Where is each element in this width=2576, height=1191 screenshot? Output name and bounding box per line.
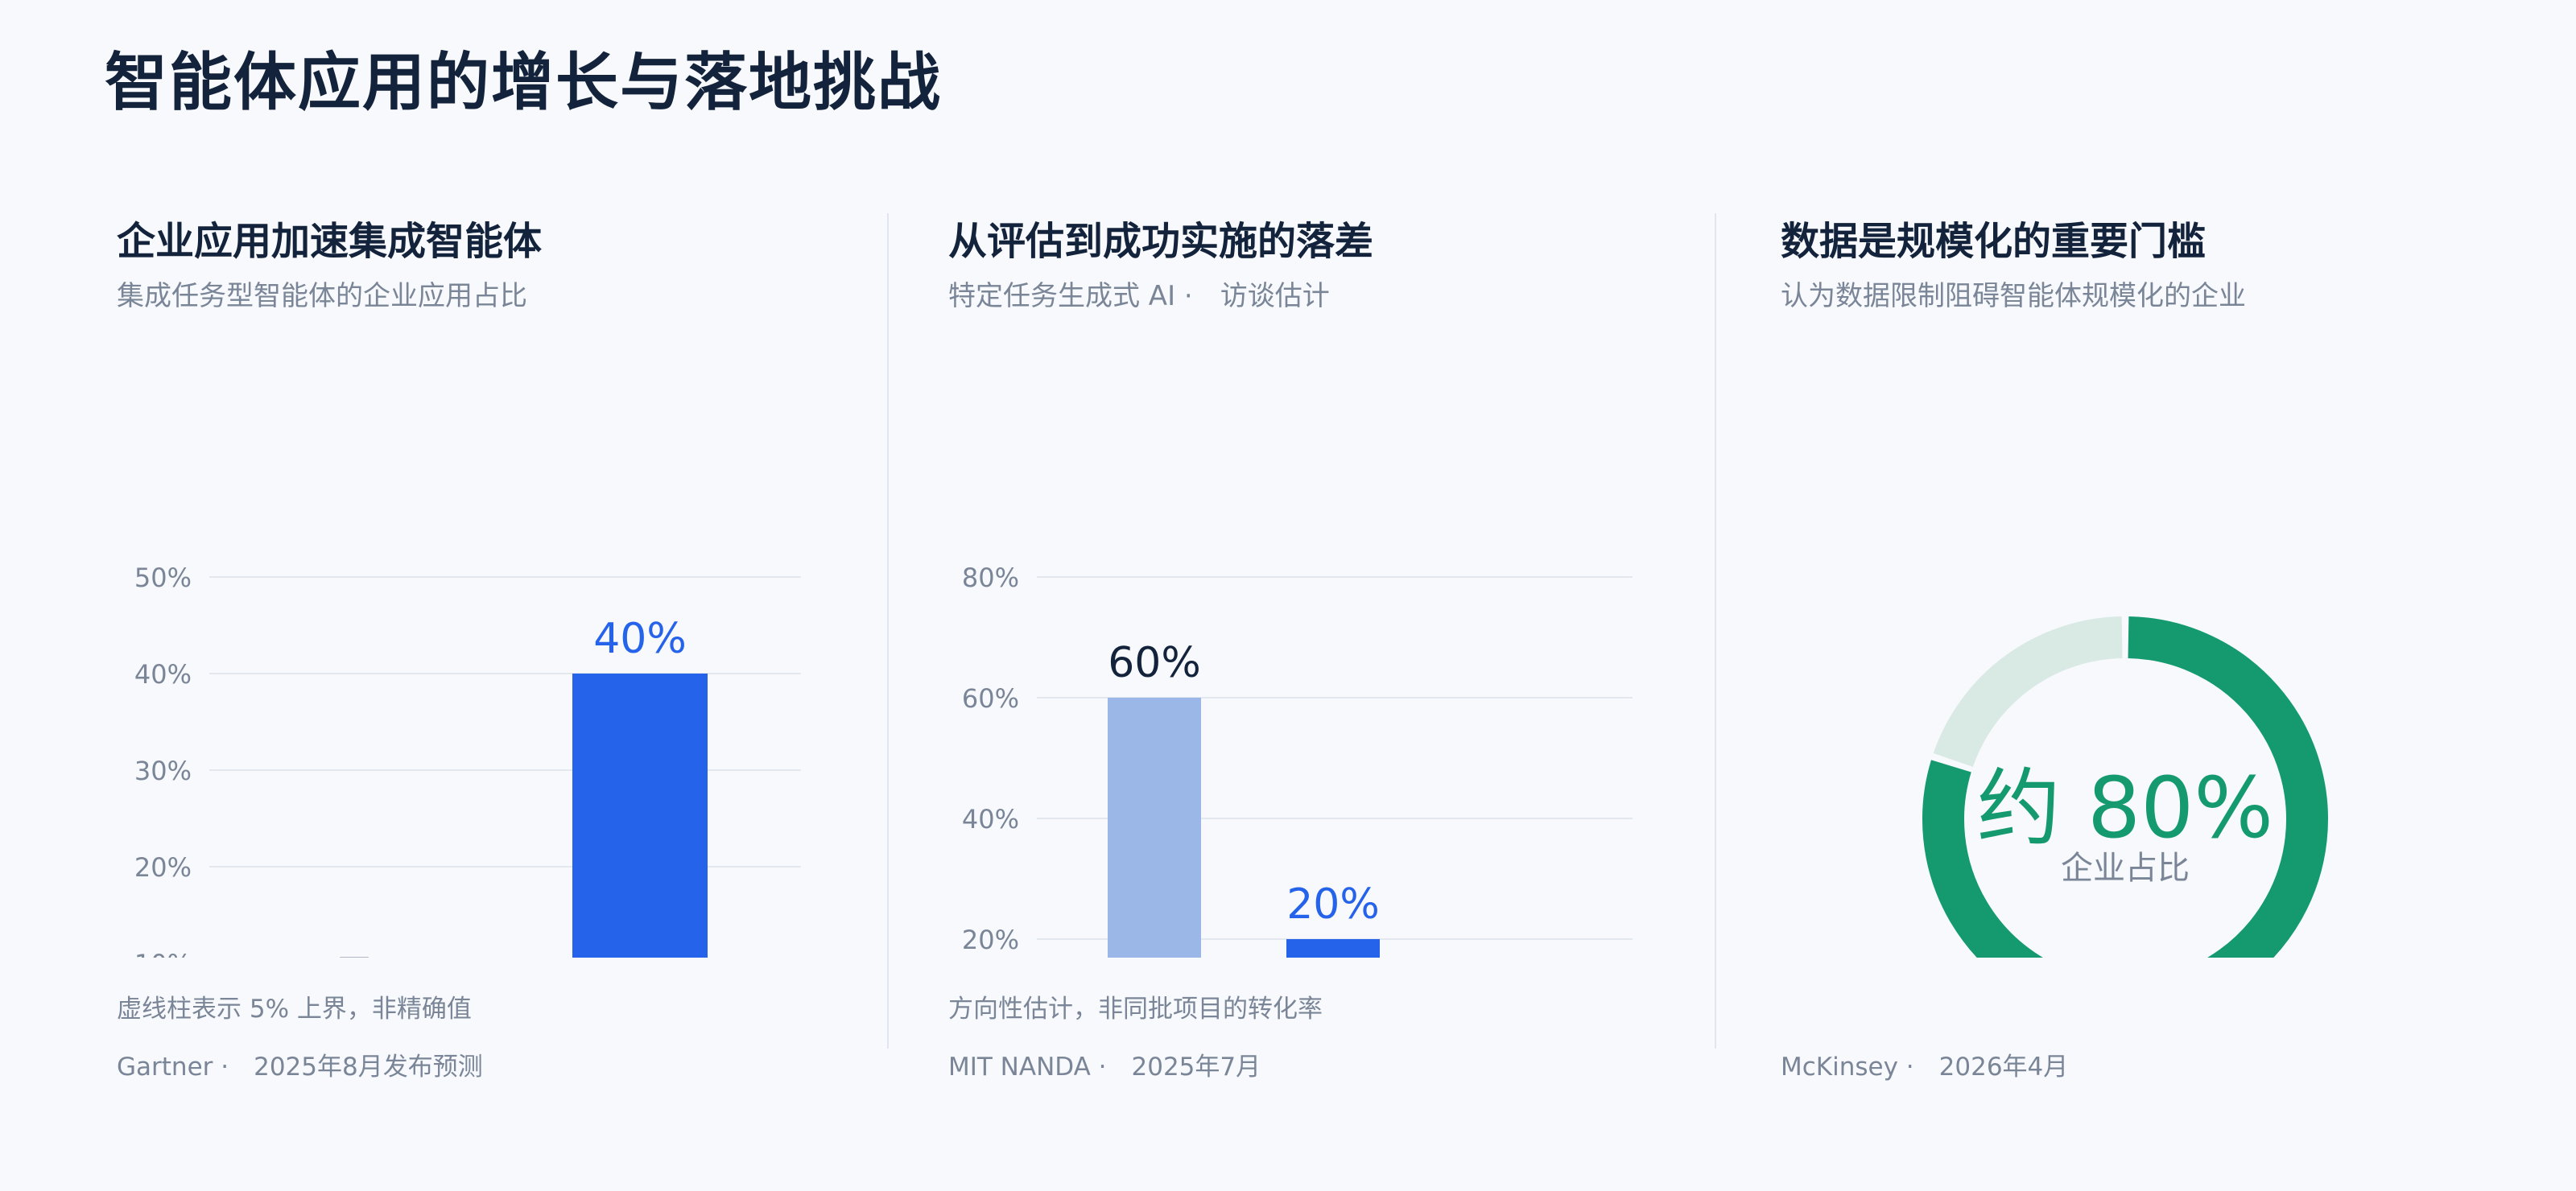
donut-center-value: 约 80% — [1977, 759, 2273, 857]
panel-title: 数据是规模化的重要门槛 — [1781, 219, 2207, 264]
page-title: 智能体应用的增长与落地挑战 — [105, 47, 943, 119]
y-tick-label: 40% — [134, 659, 192, 690]
donut-slice-rest — [1933, 616, 2123, 768]
data-label: 60% — [1108, 639, 1201, 687]
y-tick-label: 50% — [134, 563, 192, 593]
data-label: 40% — [593, 615, 687, 663]
bar — [572, 674, 708, 958]
data-label: 20% — [1286, 880, 1380, 929]
panel-subtitle: 认为数据限制阻碍智能体规模化的企业 — [1781, 280, 2246, 312]
bar — [1286, 939, 1380, 958]
y-tick-label: 40% — [962, 804, 1019, 835]
bar-chart-implementation-gap: 0%20%40%60%80%60%评估20%试点5%成功实施 — [962, 563, 1633, 958]
data-label: 不足 5% — [291, 953, 454, 958]
panel-enterprise-apps: 企业应用加速集成智能体 集成任务型智能体的企业应用占比 0%10%20%30%4… — [117, 201, 849, 1102]
chart-note: 虚线柱表示 5% 上界，非精确值 — [117, 995, 472, 1024]
panel-data-threshold: 数据是规模化的重要门槛 认为数据限制阻碍智能体规模化的企业 约 80% 企业占比 … — [1781, 201, 2505, 1102]
y-tick-label: 80% — [962, 563, 1019, 593]
chart-source: McKinsey · 2026年4月 — [1781, 1053, 2069, 1082]
y-tick-label: 10% — [134, 949, 192, 958]
y-tick-label: 60% — [962, 683, 1019, 714]
panel-implementation-gap: 从评估到成功实施的落差 特定任务生成式 AI · 访谈估计 0%20%40%60… — [948, 201, 1665, 1102]
donut-chart-data-threshold: 约 80%企业占比 — [1922, 616, 2328, 958]
y-tick-label: 20% — [134, 852, 192, 883]
chart-source: MIT NANDA · 2025年7月 — [948, 1053, 1261, 1082]
y-tick-label: 20% — [962, 925, 1019, 955]
donut-slice-main — [1922, 616, 2328, 958]
panel-subtitle: 集成任务型智能体的企业应用占比 — [117, 280, 527, 312]
panel-title: 从评估到成功实施的落差 — [948, 219, 1374, 264]
chart-source: Gartner · 2025年8月发布预测 — [117, 1053, 483, 1082]
panel-divider — [1715, 213, 1716, 1049]
bar — [1108, 698, 1201, 958]
chart-note: 方向性估计，非同批项目的转化率 — [948, 995, 1323, 1024]
y-tick-label: 30% — [134, 756, 192, 786]
panel-title: 企业应用加速集成智能体 — [117, 219, 543, 264]
bar-chart-enterprise-apps: 0%10%20%30%40%50%不足 5%2025 年发布时40%2026 年… — [134, 563, 801, 958]
donut-center-label: 企业占比 — [2061, 850, 2190, 887]
panel-subtitle: 特定任务生成式 AI · 访谈估计 — [948, 280, 1330, 312]
panel-divider — [887, 213, 889, 1049]
